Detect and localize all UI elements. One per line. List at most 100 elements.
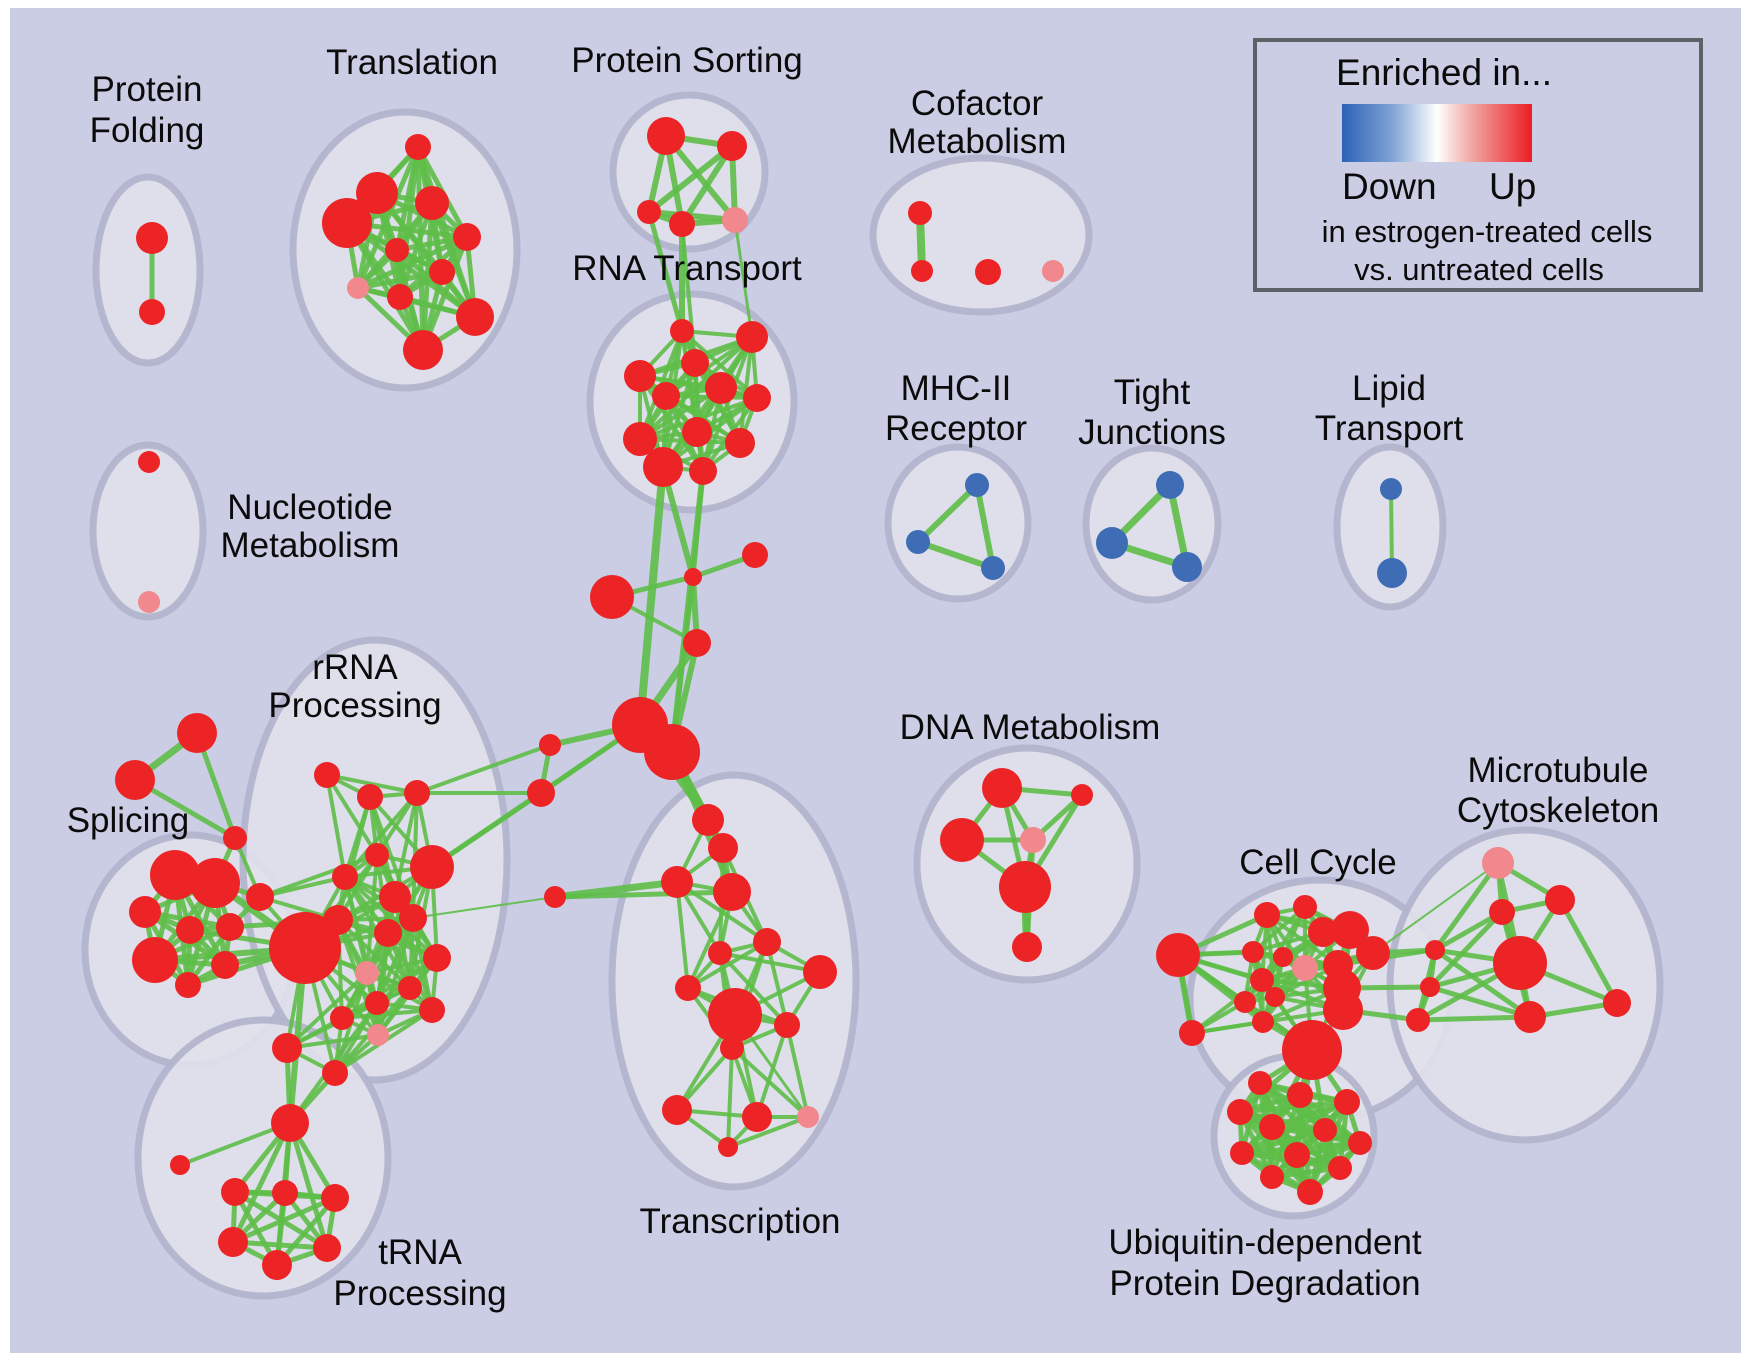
cluster-label-nm: Nucleotide <box>227 488 392 527</box>
edge-link <box>412 896 556 919</box>
legend-box: Enriched in... Down Up in estrogen-treat… <box>1253 38 1703 292</box>
node-dm <box>940 818 984 862</box>
edge-tr <box>230 1239 330 1251</box>
edge-tx <box>785 1023 810 1119</box>
node-tl <box>387 284 413 310</box>
node-cf <box>908 201 932 225</box>
node-connector-hub2 <box>644 724 700 780</box>
node-rt <box>624 360 656 392</box>
cluster-label-lt: Transport <box>1315 409 1464 448</box>
node-ps <box>722 207 748 233</box>
cluster-ellipse-mhc <box>884 443 1032 603</box>
cluster-label-cc: Cell Cycle <box>1239 843 1397 882</box>
node-pf <box>139 299 165 325</box>
cluster-label-rr: rRNA <box>312 648 398 687</box>
node-tl <box>347 277 369 299</box>
cluster-label-tl: Translation <box>326 43 498 82</box>
node-cc <box>1273 947 1293 967</box>
edge-rr <box>336 918 412 990</box>
edge-ps <box>646 143 735 215</box>
node-rr <box>272 1033 302 1063</box>
cluster-label-tr: tRNA <box>378 1233 462 1272</box>
node-ub <box>1248 1071 1272 1095</box>
cluster-label-cf: Metabolism <box>888 122 1067 161</box>
cluster-label-ub: Ubiquitin-dependent <box>1108 1223 1422 1262</box>
edge-mt <box>1432 860 1501 953</box>
node-rt <box>743 384 771 412</box>
node-dm <box>999 861 1051 913</box>
node-rr <box>399 904 427 932</box>
edge-rr <box>258 853 379 899</box>
edge-link <box>1372 862 1499 954</box>
node-ub <box>1348 1131 1372 1155</box>
cluster-label-cf: Cofactor <box>911 84 1044 123</box>
node-mt <box>1545 885 1575 915</box>
node-nm <box>138 451 160 473</box>
edge-tx <box>718 951 789 1027</box>
node-rt <box>725 428 755 458</box>
node-rt <box>705 372 737 404</box>
edge-tx <box>726 1046 734 1149</box>
node-rt <box>681 349 709 377</box>
cluster-label-dm: DNA Metabolism <box>900 708 1161 747</box>
edge-rr <box>258 875 347 899</box>
node-tl <box>385 238 409 262</box>
node-tx <box>675 975 701 1001</box>
node-cc <box>1252 1011 1274 1033</box>
cluster-label-tj: Tight <box>1114 373 1191 412</box>
edge-link <box>415 743 552 795</box>
cluster-label-ub: Protein Degradation <box>1109 1264 1420 1303</box>
node-cc <box>1156 933 1200 977</box>
edge-tr <box>230 1120 293 1245</box>
cluster-label-nm: Metabolism <box>221 526 400 565</box>
node-tr <box>271 1104 309 1142</box>
node-ub <box>1328 1156 1352 1180</box>
node-rr <box>330 1006 354 1030</box>
node-cf <box>975 259 1001 285</box>
node-rt <box>623 422 657 456</box>
node-tx <box>692 804 724 836</box>
edge-rr <box>393 791 419 899</box>
node-tr <box>262 1250 292 1280</box>
edge-rr <box>325 773 347 879</box>
edge-tx <box>755 1023 789 1119</box>
node-connector-r1 <box>742 542 768 568</box>
node-cc <box>1282 1020 1342 1080</box>
node-tx <box>803 955 837 989</box>
edge-mt <box>1427 909 1505 990</box>
node-mhc <box>981 556 1005 580</box>
node-tl <box>403 330 443 370</box>
node-cc <box>1265 987 1285 1007</box>
cluster-label-pf: Folding <box>90 111 205 150</box>
node-rr <box>423 944 451 972</box>
edge-tx <box>686 940 769 990</box>
node-mt <box>1603 989 1631 1017</box>
node-sp <box>150 850 200 900</box>
node-sp <box>216 913 244 941</box>
edge-ub <box>1237 1099 1350 1115</box>
cluster-label-tx: Transcription <box>640 1202 841 1241</box>
node-tx <box>708 941 732 965</box>
cluster-label-tr: Processing <box>333 1274 506 1313</box>
node-ub <box>1313 1118 1337 1142</box>
node-tx <box>718 1137 738 1157</box>
edge-mt <box>1432 947 1533 1020</box>
node-tl <box>429 259 455 285</box>
edge-link <box>646 209 685 334</box>
node-tx <box>742 1102 772 1132</box>
cluster-ellipse-nm <box>89 441 207 621</box>
cluster-label-rt: RNA Transport <box>572 249 802 288</box>
node-connector-s2 <box>527 779 555 807</box>
edge-rr <box>325 773 419 795</box>
node-mt <box>1425 940 1445 960</box>
node-cc <box>1308 917 1338 947</box>
node-ps <box>669 211 695 237</box>
node-tr <box>313 1234 341 1262</box>
node-sp <box>129 896 161 928</box>
edge-tr <box>178 1121 292 1167</box>
node-cc <box>1254 902 1280 928</box>
edge-ps <box>679 143 735 227</box>
node-ub <box>1259 1114 1285 1140</box>
node-sp <box>132 937 178 983</box>
edge-tr <box>287 1120 330 1251</box>
